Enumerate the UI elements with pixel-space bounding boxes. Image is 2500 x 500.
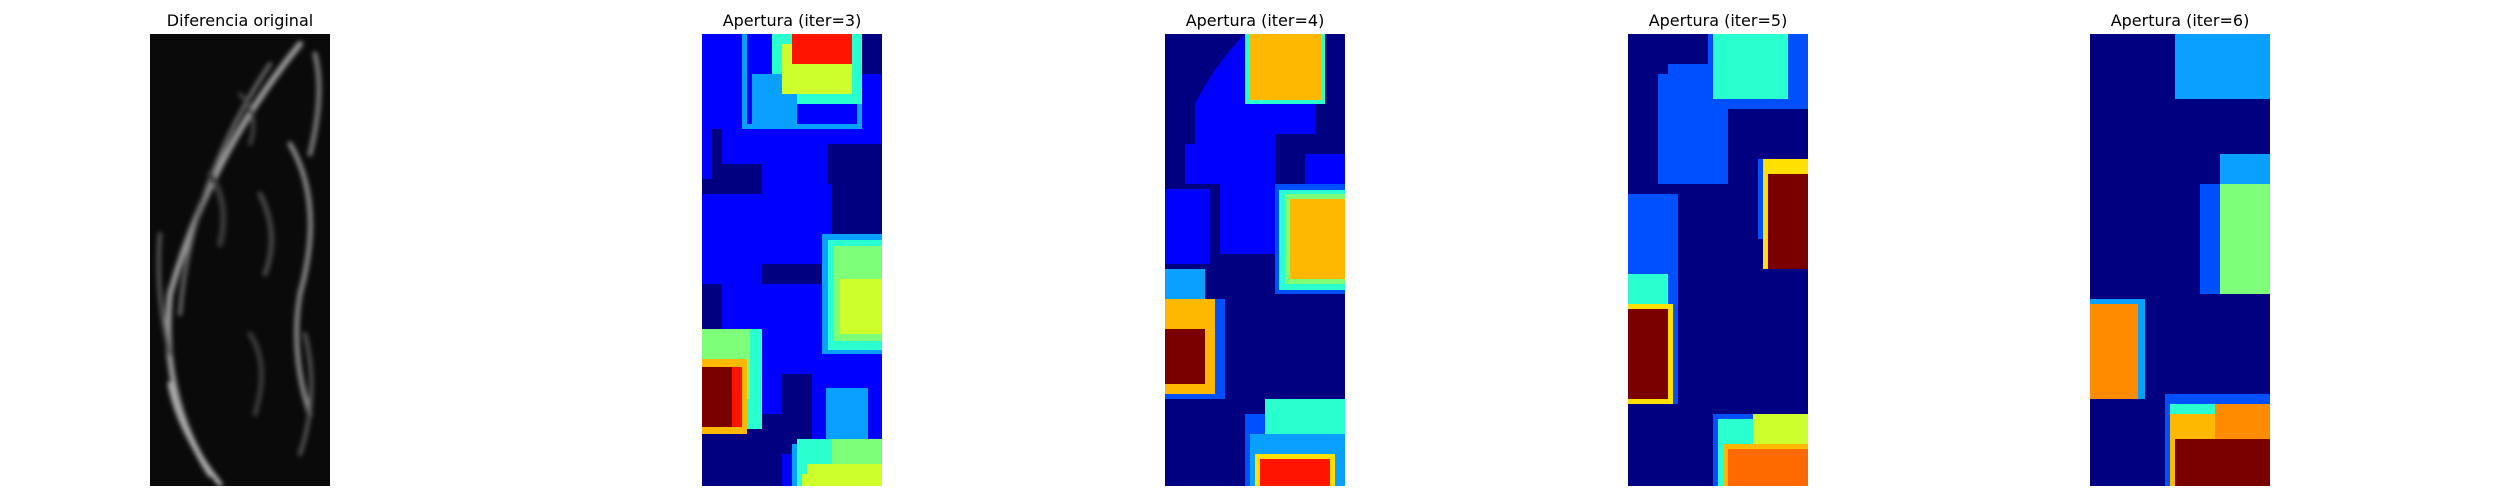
- panel-title: Apertura (iter=3): [722, 11, 862, 30]
- opening-iter3-image: [702, 34, 882, 486]
- opening-iter6-image: [2090, 34, 2270, 486]
- opening-iter4-image: [1165, 34, 1345, 486]
- opening-iter5-image: [1628, 34, 1808, 486]
- panel-title: Diferencia original: [166, 11, 314, 30]
- panel-title: Apertura (iter=4): [1185, 11, 1325, 30]
- panel-title: Apertura (iter=6): [2110, 11, 2250, 30]
- panel-title: Apertura (iter=5): [1648, 11, 1788, 30]
- original-difference-image: [150, 34, 330, 486]
